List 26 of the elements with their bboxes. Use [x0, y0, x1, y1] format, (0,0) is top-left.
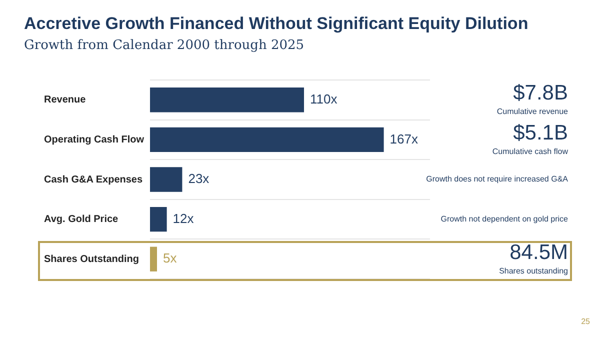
- text: 25: [581, 317, 591, 326]
- data-label: 110x: [310, 91, 338, 106]
- text: 84.5M: [510, 240, 568, 264]
- text: Growth not dependent on gold price: [440, 214, 569, 224]
- y-tick-label: Shares Outstanding: [44, 254, 140, 265]
- text: Shares outstanding: [499, 266, 568, 276]
- bar: [150, 88, 304, 112]
- bar: [150, 167, 182, 192]
- y-tick-label: Cash G&A Expenses: [44, 174, 143, 186]
- data-label: 167x: [390, 131, 418, 146]
- y-tick-label: Revenue: [44, 94, 86, 106]
- text: Cumulative cash flow: [492, 146, 568, 156]
- bar: [150, 246, 158, 272]
- text: $5.1B: [513, 121, 568, 144]
- data-label: 12x: [172, 210, 194, 226]
- y-tick-label: Avg. Gold Price: [44, 214, 119, 226]
- bar: [150, 206, 167, 232]
- chart-subtitle: Growth from Calendar 2000 through 2025: [24, 38, 304, 53]
- data-label: 5x: [163, 250, 178, 266]
- chart-title: Accretive Growth Financed Without Significant Equity Dilution: [24, 14, 528, 34]
- data-label: 23x: [188, 171, 210, 186]
- y-tick-label: Operating Cash Flow: [44, 134, 144, 146]
- text: Growth does not require increased G&A: [426, 174, 569, 184]
- text: $7.8B: [513, 82, 568, 105]
- text: Cumulative revenue: [496, 107, 569, 116]
- bar: [150, 127, 384, 152]
